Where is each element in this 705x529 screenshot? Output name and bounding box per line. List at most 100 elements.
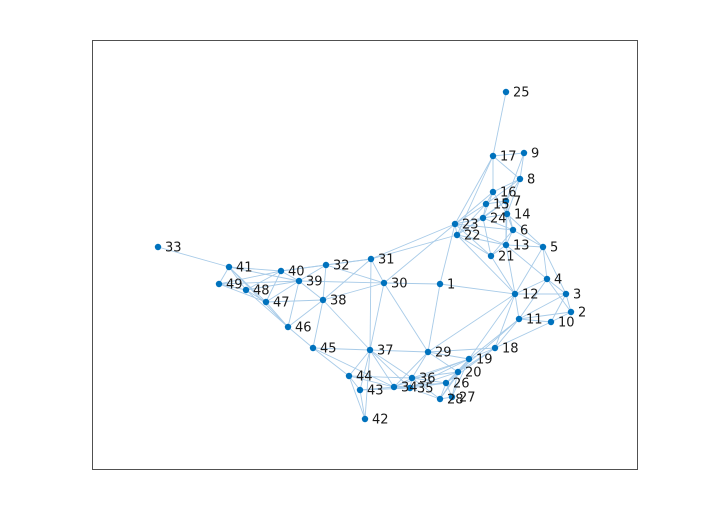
node-8 xyxy=(516,175,524,183)
node-6 xyxy=(509,226,517,234)
node-label-6: 6 xyxy=(520,224,528,239)
node-30 xyxy=(380,279,388,287)
node-4 xyxy=(543,275,551,283)
node-label-13: 13 xyxy=(513,239,530,254)
edge-48-49 xyxy=(218,283,247,291)
edge-20-28 xyxy=(439,371,459,400)
edge-21-12 xyxy=(490,255,516,295)
edge-47-46 xyxy=(265,301,289,328)
node-19 xyxy=(465,355,473,363)
edge-30-37 xyxy=(369,282,385,351)
node-label-1: 1 xyxy=(447,278,455,293)
edge-23-13 xyxy=(454,223,507,246)
node-3 xyxy=(562,290,570,298)
node-label-47: 47 xyxy=(273,296,290,311)
edge-19-27 xyxy=(451,358,470,398)
node-label-14: 14 xyxy=(514,208,531,223)
edge-10-18 xyxy=(494,321,552,349)
node-label-24: 24 xyxy=(490,212,507,227)
edge-23-6 xyxy=(454,223,514,231)
edge-36-34 xyxy=(393,377,413,388)
node-29 xyxy=(424,348,432,356)
edge-5-3 xyxy=(542,246,567,295)
node-9 xyxy=(520,149,528,157)
edge-20-27 xyxy=(451,371,459,398)
node-7 xyxy=(502,197,510,205)
edge-24-23 xyxy=(454,217,484,225)
node-label-44: 44 xyxy=(356,370,373,385)
node-label-41: 41 xyxy=(236,261,253,276)
edge-39-38 xyxy=(298,280,324,301)
edge-5-12 xyxy=(514,246,544,295)
edge-6-21 xyxy=(490,229,514,257)
node-label-23: 23 xyxy=(462,218,479,233)
nodes-layer xyxy=(154,88,575,423)
node-label-42: 42 xyxy=(372,413,389,428)
node-label-12: 12 xyxy=(522,288,539,303)
edge-29-37 xyxy=(369,349,429,353)
edge-34-44 xyxy=(348,375,395,388)
edge-17-23 xyxy=(454,155,494,225)
edge-26-36 xyxy=(411,377,447,384)
node-42 xyxy=(361,415,369,423)
node-label-15: 15 xyxy=(493,198,510,213)
edge-8-14 xyxy=(506,178,521,215)
edge-34-37 xyxy=(369,349,395,388)
node-33 xyxy=(154,243,162,251)
node-25 xyxy=(502,88,510,96)
node-label-25: 25 xyxy=(513,86,530,101)
edge-42-37 xyxy=(364,349,371,420)
edge-23-1 xyxy=(439,223,456,285)
edge-12-19 xyxy=(468,293,516,360)
edge-24-14 xyxy=(482,213,508,219)
node-32 xyxy=(322,261,330,269)
node-24 xyxy=(479,214,487,222)
edge-22-13 xyxy=(456,234,507,246)
edge-35-37 xyxy=(369,349,411,389)
edge-39-47 xyxy=(265,280,300,303)
node-27 xyxy=(448,393,456,401)
edge-2-11 xyxy=(518,311,572,320)
node-18 xyxy=(491,344,499,352)
edge-45-37 xyxy=(312,347,371,351)
node-label-9: 9 xyxy=(531,147,539,162)
edge-6-5 xyxy=(512,229,544,248)
node-label-38: 38 xyxy=(330,294,347,309)
node-label-27: 27 xyxy=(459,391,476,406)
node-label-37: 37 xyxy=(377,344,394,359)
edge-2-10 xyxy=(550,311,572,323)
node-label-26: 26 xyxy=(453,377,470,392)
edge-9-7 xyxy=(505,152,525,202)
edge-24-6 xyxy=(482,217,514,231)
edge-28-35 xyxy=(409,387,441,400)
edge-44-42 xyxy=(348,375,366,420)
node-16 xyxy=(489,188,497,196)
node-label-48: 48 xyxy=(253,284,270,299)
edge-39-49 xyxy=(218,280,300,285)
edge-26-34 xyxy=(393,382,447,388)
node-label-2: 2 xyxy=(578,306,586,321)
edge-19-29 xyxy=(427,351,470,360)
edge-11-18 xyxy=(494,318,520,349)
edge-45-44 xyxy=(312,347,350,377)
edge-32-40 xyxy=(280,264,327,272)
edge-28-36 xyxy=(411,377,441,400)
node-label-36: 36 xyxy=(419,372,436,387)
node-48 xyxy=(242,286,250,294)
node-label-4: 4 xyxy=(554,273,562,288)
node-17 xyxy=(489,152,497,160)
edge-16-23 xyxy=(454,191,494,225)
edge-36-29 xyxy=(411,351,429,379)
edge-10-11 xyxy=(518,318,552,323)
edge-41-48 xyxy=(228,266,247,291)
edge-43-42 xyxy=(359,389,366,420)
node-label-39: 39 xyxy=(306,275,323,290)
node-label-5: 5 xyxy=(550,241,558,256)
edge-48-46 xyxy=(245,289,289,328)
edge-9-8 xyxy=(519,152,525,180)
node-label-35: 35 xyxy=(417,382,434,397)
edge-22-21 xyxy=(456,234,492,257)
edge-43-37 xyxy=(359,349,371,391)
